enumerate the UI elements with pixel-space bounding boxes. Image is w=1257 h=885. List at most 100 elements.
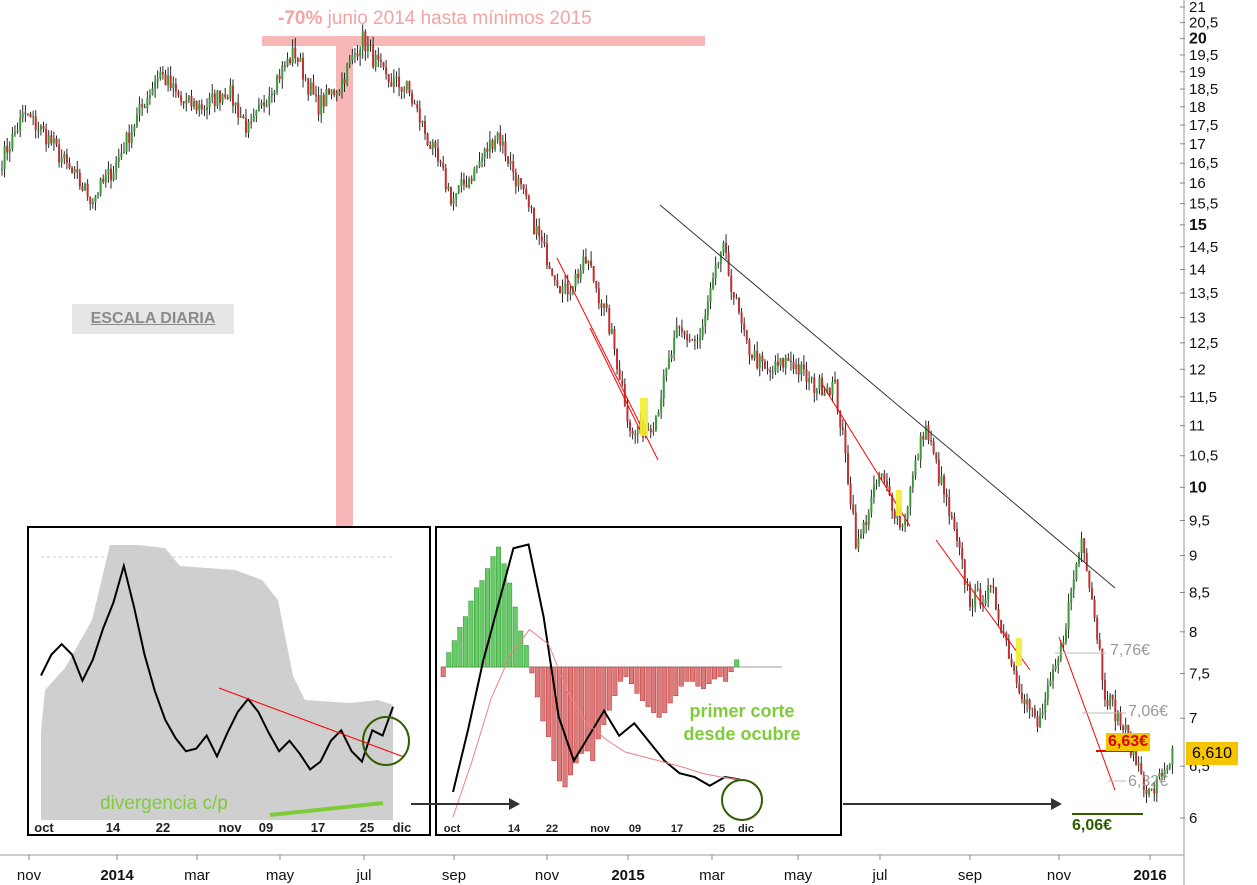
candle-body [52, 138, 55, 144]
candle-body [26, 113, 29, 115]
candle-body [919, 436, 922, 459]
level-label-706: 7,06€ [1128, 703, 1169, 720]
candle-body [530, 207, 533, 209]
candle-body [878, 474, 881, 484]
candle-body [1171, 747, 1174, 765]
x-tick-label: nov [17, 867, 42, 884]
candle-body [431, 141, 434, 149]
candle-body [823, 392, 826, 396]
candle-body [686, 334, 689, 341]
candle-body [42, 126, 45, 129]
macd-histogram-bar [656, 666, 662, 718]
candle-body [800, 364, 803, 375]
candle-body [699, 336, 702, 341]
macd-histogram-bar [612, 666, 618, 697]
candle-body [810, 377, 813, 379]
candle-body [99, 178, 102, 195]
candle-body [483, 148, 486, 158]
candle-body [1052, 669, 1055, 681]
candle-body [413, 103, 416, 105]
macd-histogram-bar [584, 666, 590, 752]
y-tick-label: 9 [1189, 548, 1197, 565]
candle-body [517, 178, 520, 187]
trendline-red [821, 383, 911, 527]
candle-body [875, 483, 878, 485]
candle-body [265, 105, 268, 107]
candle-body [1010, 658, 1013, 665]
candle-body [366, 44, 369, 52]
candle-body [447, 186, 450, 190]
candle-body [834, 379, 837, 382]
y-tick-label: 15,5 [1189, 196, 1218, 213]
candle-body [231, 85, 234, 106]
macd-histogram-bar [590, 666, 596, 761]
candle-body [745, 330, 748, 341]
candle-body [403, 89, 406, 92]
trendline-red [935, 539, 1031, 671]
level-label-776: 7,76€ [1110, 642, 1151, 659]
y-tick-label: 15 [1189, 217, 1207, 234]
macd-histogram-bar [540, 666, 546, 722]
candle-body [654, 416, 657, 431]
candle-body [987, 585, 990, 600]
inset1-x-tick: nov [218, 820, 242, 835]
x-tick-label: nov [1047, 867, 1072, 884]
candle-body [8, 148, 11, 153]
candle-body [844, 429, 847, 454]
candle-body [408, 81, 411, 94]
candle-body [971, 606, 974, 608]
arrow-head [1051, 798, 1062, 810]
candle-body [509, 161, 512, 164]
candle-body [1098, 639, 1101, 649]
macd-histogram-bar [634, 666, 640, 694]
candle-body [260, 102, 263, 105]
candle-body [847, 453, 850, 484]
y-tick-label: 11,5 [1189, 389, 1217, 406]
candle-body [107, 168, 110, 176]
candle-body [312, 82, 315, 95]
candle-body [621, 379, 624, 385]
candle-body [159, 72, 162, 79]
candle-body [950, 515, 953, 518]
candle-body [283, 65, 286, 67]
candle-body [364, 31, 367, 52]
candle-body [867, 512, 870, 526]
candle-body [636, 433, 639, 435]
candle-body [161, 72, 164, 75]
candle-body [584, 256, 587, 264]
candle-body [330, 89, 333, 95]
candle-body [696, 340, 699, 342]
candle-body [662, 375, 665, 399]
candle-body [704, 315, 707, 327]
y-tick-label: 17,5 [1189, 117, 1218, 134]
candle-body [135, 114, 138, 127]
candle-body [808, 378, 811, 382]
y-tick-label: 20 [1189, 31, 1207, 48]
candle-body [940, 475, 943, 484]
x-tick-label: may [784, 867, 813, 884]
candle-body [930, 439, 933, 442]
candle-body [758, 355, 761, 369]
macd-histogram-bar [728, 666, 734, 673]
candle-body [190, 95, 193, 107]
last-price-tag: 6,610 [1186, 742, 1238, 765]
candle-body [1155, 776, 1158, 794]
y-tick-label: 9,5 [1189, 513, 1210, 530]
inset-macd-panel: oct 14 22 nov 09 17 25 dic [435, 526, 842, 836]
candle-body [289, 58, 292, 64]
candle-body [338, 91, 341, 94]
headline: -70% junio 2014 hasta mínimos 2015 [278, 8, 592, 30]
candle-body [1072, 579, 1075, 590]
candle-body [945, 494, 948, 498]
candle-body [904, 518, 907, 525]
candle-body [491, 140, 494, 150]
arrow-head [509, 798, 520, 810]
y-tick-label: 13 [1189, 309, 1206, 326]
candle-body [154, 81, 157, 89]
highlight-bar-horizontal [262, 36, 705, 46]
macd-histogram-bar [523, 645, 529, 668]
inset1-resistance-line [218, 687, 405, 758]
macd-histogram-bar [645, 666, 651, 707]
candle-body [109, 168, 112, 181]
candle-body [86, 183, 89, 198]
